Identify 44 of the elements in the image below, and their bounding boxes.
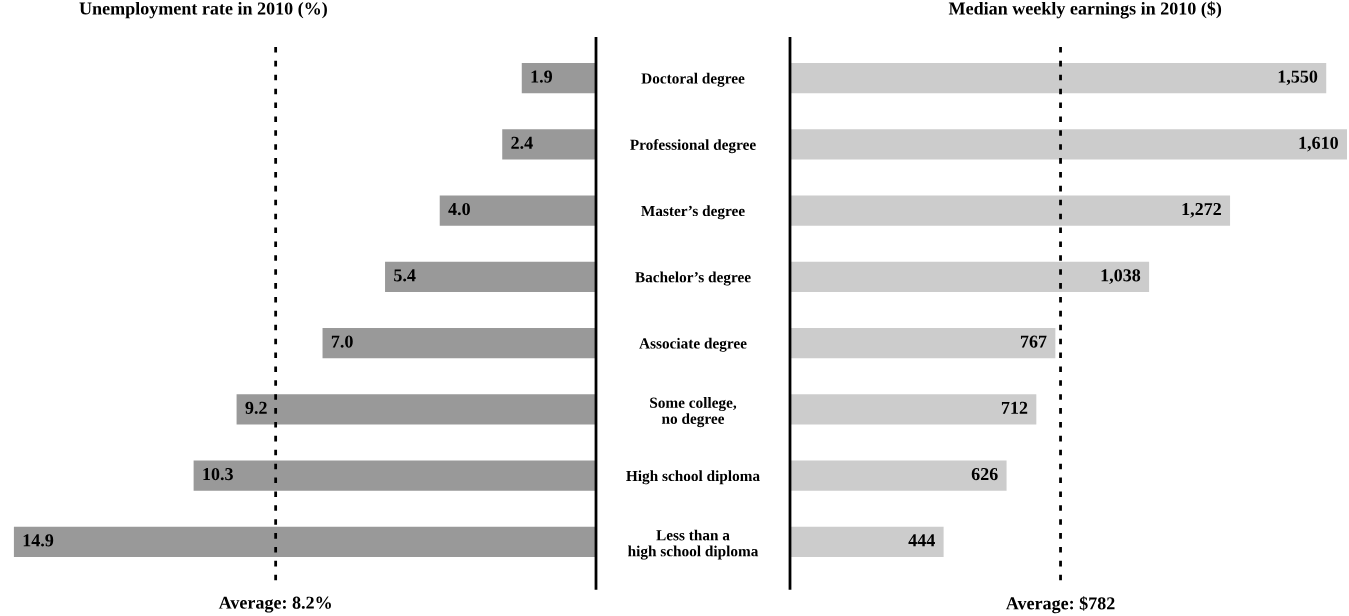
- ref-line-label: Average: $782: [1005, 596, 1115, 614]
- data-label: 767: [1020, 335, 1047, 348]
- y-tick-label: Doctoral degree: [641, 72, 745, 87]
- bar: [790, 62, 1327, 94]
- ref-line-label: Average: 8.2%: [218, 596, 331, 613]
- y-tick-label: High school diploma: [626, 470, 760, 485]
- bar: [502, 129, 596, 160]
- y-tick-label: Master’s degree: [641, 205, 745, 220]
- bar: [790, 129, 1347, 160]
- data-label: 1.9: [531, 70, 553, 83]
- bar: [193, 460, 596, 491]
- data-label: 4.0: [448, 202, 470, 216]
- data-label: 1,038: [1101, 269, 1141, 285]
- bar: [322, 327, 596, 359]
- bar: [439, 195, 596, 226]
- bar: [790, 261, 1150, 293]
- data-label: 14.9: [23, 534, 54, 547]
- bar: [790, 327, 1056, 359]
- chart-title: Median weekly earnings in 2010 ($): [948, 1, 1222, 19]
- chart-title: Unemployment rate in 2010 (%): [79, 1, 327, 19]
- data-label: 1,272: [1182, 203, 1221, 218]
- bar: [790, 460, 1007, 491]
- y-tick-label: Bachelor’s degree: [635, 271, 751, 286]
- bar: [790, 394, 1037, 425]
- data-label: 712: [1001, 401, 1028, 414]
- y-tick-label: Less than a high school diploma: [628, 529, 759, 560]
- bar: [236, 394, 596, 425]
- data-label: 2.4: [511, 136, 533, 149]
- data-label: 9.2: [245, 401, 267, 414]
- data-label: 7.0: [331, 335, 353, 348]
- data-label: 626: [971, 468, 998, 481]
- bar: [790, 526, 944, 558]
- data-label: 1,550: [1278, 70, 1318, 86]
- data-label: 444: [908, 534, 935, 547]
- data-label: 5.4: [394, 269, 416, 282]
- bar: [13, 526, 596, 558]
- bar: [521, 62, 596, 94]
- y-tick-label: Associate degree: [639, 337, 747, 352]
- y-tick-label: Professional degree: [630, 139, 756, 154]
- data-label: 10.3: [203, 467, 233, 481]
- bar: [790, 195, 1231, 226]
- y-tick-label: Some college, no degree: [650, 397, 737, 428]
- bar: [385, 261, 596, 293]
- data-label: 1,610: [1299, 136, 1338, 152]
